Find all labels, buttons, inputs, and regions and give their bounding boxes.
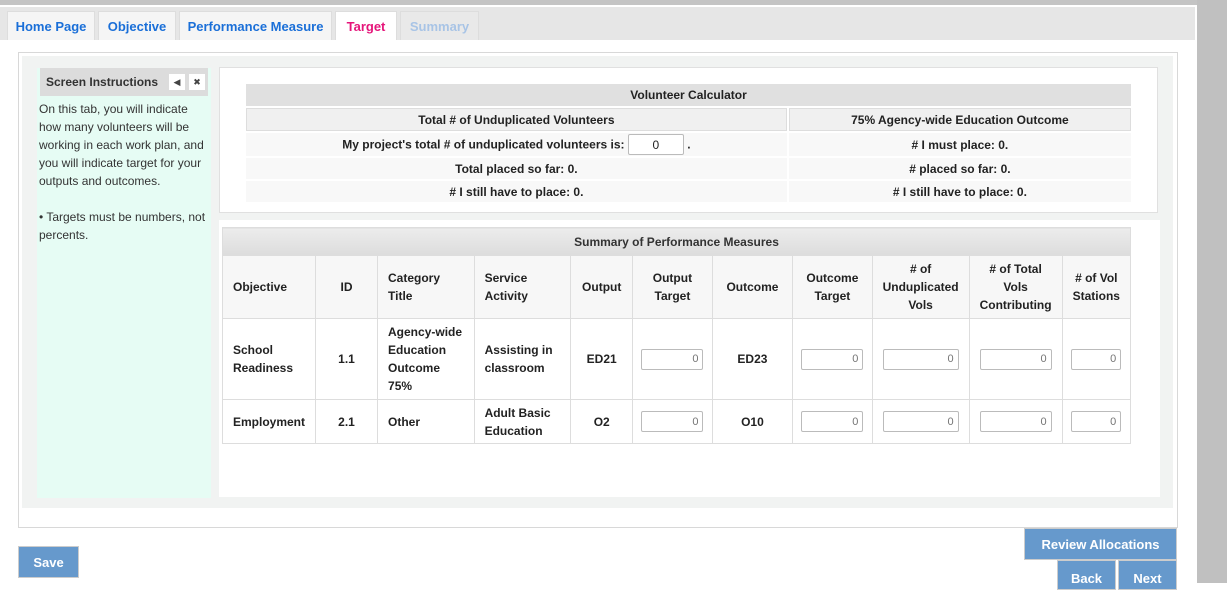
- col-header: Service Activity: [473, 255, 572, 319]
- outcome-cell: O10: [711, 399, 794, 444]
- review-allocations-button[interactable]: Review Allocations: [1024, 528, 1177, 560]
- total-suffix: .: [687, 137, 691, 152]
- activity-cell: Assisting in classroom: [473, 318, 572, 400]
- category-cell: Agency-wide Education Outcome 75%: [377, 318, 475, 400]
- still-to-place: # I still have to place: 0.: [246, 181, 787, 202]
- total-volunteers-input[interactable]: [627, 134, 684, 155]
- table-row: Employment 2.1 Other Adult Basic Educati…: [221, 399, 1132, 444]
- collapse-icon[interactable]: ◀: [169, 74, 185, 90]
- output-cell: O2: [570, 399, 634, 444]
- col-header: Outcome: [711, 255, 794, 319]
- col-header: # of Total Vols Contributing: [968, 255, 1063, 319]
- instructions-panel: [37, 68, 211, 498]
- outcome-target-input[interactable]: [801, 411, 864, 432]
- instructions-note: • Targets must be numbers, not percents.: [39, 210, 206, 242]
- tab-objective[interactable]: Objective: [98, 11, 176, 40]
- col-header: Output: [570, 255, 634, 319]
- close-icon[interactable]: ✖: [189, 74, 205, 90]
- tab-target[interactable]: Target: [335, 11, 397, 40]
- unduplicated-vols-input[interactable]: [882, 411, 959, 432]
- col-header: ID: [315, 255, 379, 319]
- save-button[interactable]: Save: [18, 546, 79, 578]
- total-volunteers-row: My project's total # of unduplicated vol…: [246, 133, 787, 156]
- col-header: Output Target: [632, 255, 713, 319]
- col-header: Outcome Target: [792, 255, 873, 319]
- table-header: Objective ID Category Title Service Acti…: [221, 255, 1132, 319]
- col-header: Category Title: [377, 255, 475, 319]
- still-to-place-outcome: # I still have to place: 0.: [788, 181, 1131, 202]
- output-target-input[interactable]: [641, 348, 704, 370]
- volunteer-calculator: Volunteer Calculator Total # of Unduplic…: [244, 82, 1133, 204]
- col-header: # of Unduplicated Vols: [871, 255, 970, 319]
- total-label: My project's total # of unduplicated vol…: [342, 137, 625, 152]
- col-header: # of Vol Stations: [1061, 255, 1132, 319]
- summary-title: Summary of Performance Measures: [222, 227, 1131, 256]
- total-vols-input[interactable]: [979, 411, 1052, 432]
- tab-home-page[interactable]: Home Page: [7, 11, 95, 40]
- vol-stations-input[interactable]: [1071, 411, 1122, 432]
- col-header: Objective: [221, 255, 317, 319]
- calculator-title: Volunteer Calculator: [246, 84, 1131, 106]
- summary-table: Summary of Performance Measures Objectiv…: [221, 227, 1132, 444]
- total-placed: Total placed so far: 0.: [246, 158, 787, 179]
- tab-performance-measure[interactable]: Performance Measure: [179, 11, 332, 40]
- table-row: School Readiness 1.1 Agency-wide Educati…: [221, 318, 1132, 400]
- calc-col2-header: 75% Agency-wide Education Outcome: [788, 108, 1131, 131]
- top-strip: [0, 0, 1197, 5]
- must-place: # I must place: 0.: [788, 133, 1131, 156]
- objective-cell: Employment: [221, 399, 317, 444]
- id-cell: 2.1: [315, 399, 379, 444]
- activity-cell: Adult Basic Education: [473, 399, 572, 444]
- unduplicated-vols-input[interactable]: [882, 348, 959, 370]
- next-button[interactable]: Next: [1118, 560, 1177, 590]
- vol-stations-input[interactable]: [1071, 348, 1122, 370]
- calc-col1-header: Total # of Unduplicated Volunteers: [246, 108, 787, 131]
- id-cell: 1.1: [315, 318, 379, 400]
- category-cell: Other: [377, 399, 475, 444]
- output-cell: ED21: [570, 318, 634, 400]
- instructions-text: On this tab, you will indicate how many …: [39, 100, 211, 244]
- scrollbar[interactable]: [1197, 0, 1227, 583]
- instructions-paragraph: On this tab, you will indicate how many …: [39, 102, 204, 188]
- outcome-cell: ED23: [711, 318, 794, 400]
- total-vols-input[interactable]: [979, 348, 1052, 370]
- outcome-target-input[interactable]: [801, 348, 864, 370]
- output-target-input[interactable]: [641, 411, 704, 432]
- placed-so-far: # placed so far: 0.: [788, 158, 1131, 179]
- objective-cell: School Readiness: [221, 318, 317, 400]
- tab-summary: Summary: [400, 11, 479, 40]
- back-button[interactable]: Back: [1057, 560, 1116, 590]
